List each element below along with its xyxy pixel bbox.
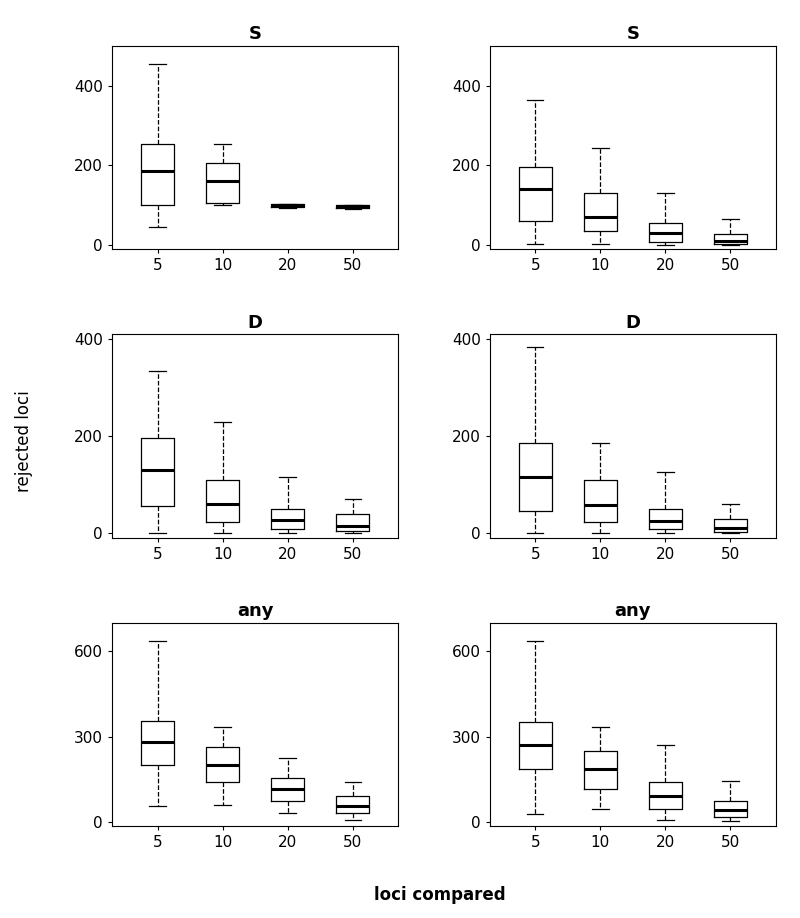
Title: any: any (237, 602, 274, 620)
Title: D: D (626, 314, 640, 331)
Title: S: S (249, 25, 262, 43)
Text: rejected loci: rejected loci (15, 390, 33, 491)
Title: any: any (614, 602, 651, 620)
Title: D: D (248, 314, 262, 331)
Text: loci compared: loci compared (374, 886, 506, 904)
Title: S: S (626, 25, 639, 43)
